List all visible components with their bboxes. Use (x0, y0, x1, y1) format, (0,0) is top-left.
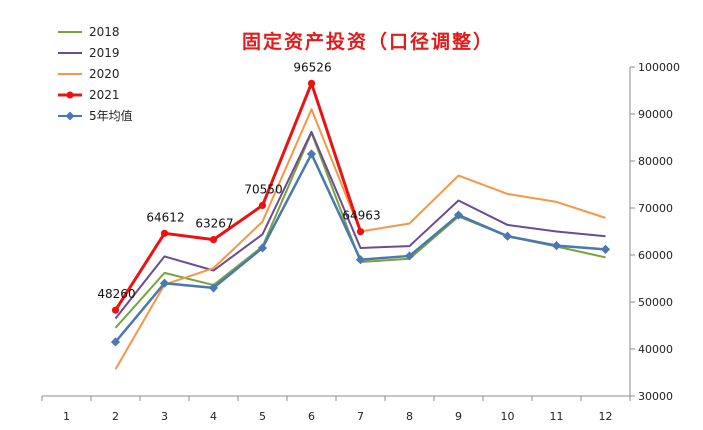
y-tick-label: 70000 (638, 202, 673, 215)
data-point-5年均值 (159, 278, 170, 288)
y-tick-label: 40000 (638, 343, 673, 356)
x-tick-label: 7 (357, 410, 364, 423)
series-line-2021 (114, 81, 362, 311)
data-point-2021 (356, 228, 365, 236)
series-lines (114, 81, 606, 370)
data-label: 64963 (342, 209, 380, 223)
data-point-2021 (160, 229, 169, 237)
x-tick-label: 12 (599, 410, 613, 423)
data-point-5年均值 (208, 283, 219, 293)
legend-label: 2018 (89, 25, 120, 39)
y-tick-label: 60000 (638, 249, 673, 262)
y-tick-label: 80000 (638, 155, 673, 168)
x-tick-label: 4 (210, 410, 217, 423)
data-point-2021 (209, 236, 218, 244)
data-label: 48260 (97, 287, 135, 301)
data-point-5年均值 (306, 149, 317, 159)
series-line-2019 (114, 130, 606, 320)
legend-marker-5年均值 (65, 111, 75, 121)
data-label: 70550 (244, 182, 282, 196)
y-tick-label: 90000 (638, 108, 673, 121)
legend-marker-2021 (66, 91, 74, 99)
axes: 1 2 3 4 5 6 7 8 9 10 11 123000040000500006000070000… (41, 61, 680, 423)
x-tick-label: 6 (308, 410, 315, 423)
data-point-5年均值 (355, 255, 366, 265)
data-label: 64612 (146, 210, 184, 224)
x-tick-label: 3 (161, 410, 168, 423)
data-labels: 48260 64612 63267 70550 96526 64963 (97, 60, 380, 301)
legend-label: 2020 (89, 67, 120, 81)
data-point-2021 (111, 306, 120, 314)
data-point-5年均值 (551, 241, 562, 251)
y-tick-label: 30000 (638, 390, 673, 403)
data-point-5年均值 (502, 231, 513, 241)
series-line-2020 (114, 108, 606, 370)
x-tick-label: 9 (455, 410, 462, 423)
data-point-2021 (307, 79, 316, 87)
data-point-5年均值 (453, 210, 464, 220)
legend-label: 2019 (89, 46, 120, 60)
data-point-2021 (258, 201, 267, 210)
x-tick-label: 2 (112, 410, 119, 423)
legend-label: 2021 (89, 88, 120, 102)
data-label: 96526 (293, 60, 331, 74)
x-tick-label: 1 (63, 410, 70, 423)
x-tick-label: 5 (259, 410, 266, 423)
data-point-5年均值 (600, 244, 611, 254)
data-label: 63267 (195, 217, 233, 231)
data-point-5年均值 (404, 251, 415, 261)
data-point-5年均值 (110, 337, 121, 347)
legend: 2018 2019 2020 2021 5年均值 (58, 25, 133, 123)
legend-label: 5年均值 (89, 108, 133, 123)
series-markers (110, 79, 611, 347)
x-tick-label: 10 (501, 410, 515, 423)
y-tick-label: 50000 (638, 296, 673, 309)
data-point-5年均值 (257, 243, 268, 253)
x-tick-label: 11 (550, 410, 564, 423)
x-tick-label: 8 (406, 410, 413, 423)
chart-title: 固定资产投资（口径调整） (242, 30, 494, 53)
y-tick-label: 100000 (638, 61, 680, 74)
